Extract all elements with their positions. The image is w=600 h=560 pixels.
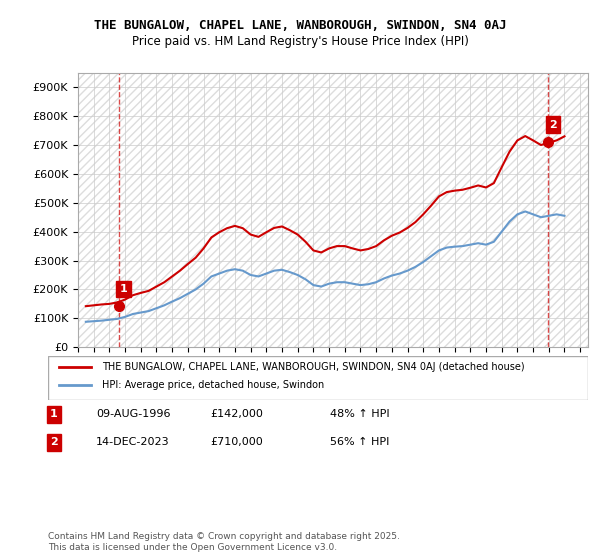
- Text: 2: 2: [50, 437, 58, 447]
- Text: 14-DEC-2023: 14-DEC-2023: [96, 437, 170, 447]
- FancyBboxPatch shape: [48, 356, 588, 400]
- Text: 1: 1: [50, 409, 58, 419]
- Text: 09-AUG-1996: 09-AUG-1996: [96, 409, 170, 419]
- Text: £142,000: £142,000: [210, 409, 263, 419]
- Text: £710,000: £710,000: [210, 437, 263, 447]
- Text: 56% ↑ HPI: 56% ↑ HPI: [330, 437, 389, 447]
- Text: THE BUNGALOW, CHAPEL LANE, WANBOROUGH, SWINDON, SN4 0AJ: THE BUNGALOW, CHAPEL LANE, WANBOROUGH, S…: [94, 18, 506, 32]
- Text: Price paid vs. HM Land Registry's House Price Index (HPI): Price paid vs. HM Land Registry's House …: [131, 35, 469, 49]
- Text: Contains HM Land Registry data © Crown copyright and database right 2025.
This d: Contains HM Land Registry data © Crown c…: [48, 532, 400, 552]
- Text: 1: 1: [120, 284, 128, 294]
- Text: HPI: Average price, detached house, Swindon: HPI: Average price, detached house, Swin…: [102, 380, 324, 390]
- Text: THE BUNGALOW, CHAPEL LANE, WANBOROUGH, SWINDON, SN4 0AJ (detached house): THE BUNGALOW, CHAPEL LANE, WANBOROUGH, S…: [102, 362, 524, 372]
- Text: 2: 2: [549, 120, 557, 130]
- Text: 48% ↑ HPI: 48% ↑ HPI: [330, 409, 389, 419]
